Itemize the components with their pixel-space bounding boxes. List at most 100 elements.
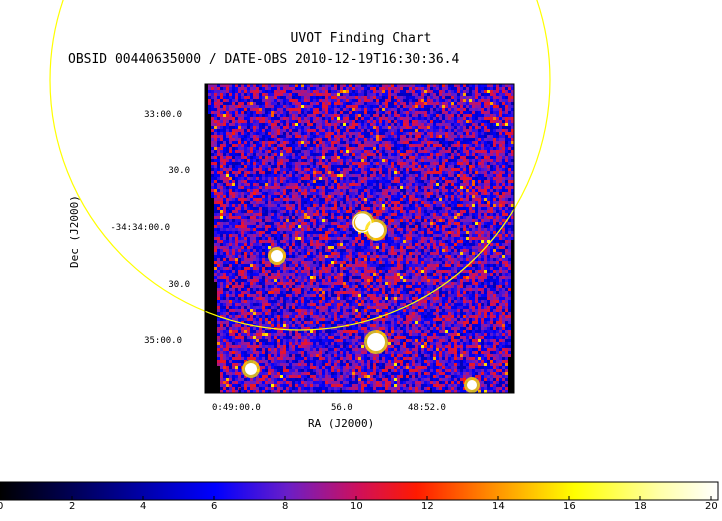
image-pixel	[451, 198, 454, 201]
image-pixel	[331, 147, 334, 150]
image-pixel	[385, 162, 388, 165]
image-pixel	[265, 216, 268, 219]
image-pixel	[415, 225, 418, 228]
image-pixel	[349, 138, 352, 141]
image-pixel	[502, 216, 505, 219]
image-pixel	[445, 219, 448, 222]
image-pixel	[355, 141, 358, 144]
image-pixel	[313, 117, 316, 120]
image-pixel	[340, 93, 343, 96]
image-pixel	[256, 177, 259, 180]
image-pixel	[388, 138, 391, 141]
image-pixel	[292, 174, 295, 177]
image-pixel	[280, 165, 283, 168]
image-pixel	[346, 150, 349, 153]
image-pixel	[295, 225, 298, 228]
image-pixel	[292, 186, 295, 189]
image-pixel	[451, 177, 454, 180]
image-pixel	[286, 192, 289, 195]
image-pixel	[508, 84, 511, 87]
image-pixel	[451, 105, 454, 108]
image-pixel	[448, 216, 451, 219]
image-pixel	[361, 105, 364, 108]
image-pixel	[364, 111, 367, 114]
image-pixel	[346, 174, 349, 177]
image-pixel	[454, 219, 457, 222]
image-pixel	[463, 222, 466, 225]
image-pixel	[493, 129, 496, 132]
image-pixel	[325, 129, 328, 132]
image-pixel	[235, 144, 238, 147]
image-pixel	[469, 138, 472, 141]
image-pixel	[412, 186, 415, 189]
image-pixel	[244, 84, 247, 87]
image-pixel	[370, 207, 373, 210]
image-pixel	[367, 141, 370, 144]
image-pixel	[307, 177, 310, 180]
image-pixel	[403, 129, 406, 132]
image-pixel	[382, 93, 385, 96]
image-pixel	[382, 162, 385, 165]
image-pixel	[361, 147, 364, 150]
image-pixel	[463, 168, 466, 171]
image-pixel	[469, 174, 472, 177]
image-pixel	[391, 96, 394, 99]
image-pixel	[295, 102, 298, 105]
image-pixel	[448, 135, 451, 138]
image-pixel	[460, 195, 463, 198]
image-pixel	[433, 108, 436, 111]
image-pixel	[319, 162, 322, 165]
image-pixel	[271, 219, 274, 222]
image-pixel	[241, 210, 244, 213]
image-pixel	[484, 99, 487, 102]
image-pixel	[337, 147, 340, 150]
image-pixel	[247, 201, 250, 204]
image-pixel	[418, 207, 421, 210]
image-pixel	[268, 198, 271, 201]
image-pixel	[319, 168, 322, 171]
image-pixel	[382, 159, 385, 162]
image-pixel	[403, 228, 406, 231]
image-pixel	[346, 228, 349, 231]
image-pixel	[226, 231, 229, 234]
image-pixel	[259, 183, 262, 186]
image-pixel	[427, 129, 430, 132]
image-pixel	[469, 180, 472, 183]
image-pixel	[481, 201, 484, 204]
image-pixel	[460, 201, 463, 204]
image-pixel	[499, 105, 502, 108]
image-pixel	[490, 171, 493, 174]
image-pixel	[442, 108, 445, 111]
image-pixel	[511, 150, 514, 153]
image-pixel	[493, 183, 496, 186]
image-pixel	[223, 105, 226, 108]
image-pixel	[430, 228, 433, 231]
image-pixel	[412, 168, 415, 171]
image-pixel	[364, 153, 367, 156]
image-pixel	[370, 165, 373, 168]
image-pixel	[340, 168, 343, 171]
image-pixel	[244, 165, 247, 168]
image-pixel	[349, 87, 352, 90]
image-pixel	[238, 174, 241, 177]
image-pixel	[316, 96, 319, 99]
image-pixel	[295, 171, 298, 174]
image-pixel	[319, 180, 322, 183]
image-pixel	[439, 198, 442, 201]
image-pixel	[403, 189, 406, 192]
image-pixel	[232, 174, 235, 177]
image-pixel	[217, 84, 220, 87]
image-pixel	[469, 195, 472, 198]
image-pixel	[322, 231, 325, 234]
image-pixel	[424, 135, 427, 138]
image-pixel	[349, 141, 352, 144]
image-pixel	[214, 84, 217, 87]
image-pixel	[427, 207, 430, 210]
image-pixel	[439, 159, 442, 162]
image-pixel	[220, 96, 223, 99]
image-pixel	[277, 183, 280, 186]
image-pixel	[337, 222, 340, 225]
image-pixel	[463, 87, 466, 90]
image-pixel	[379, 111, 382, 114]
image-pixel	[466, 108, 469, 111]
